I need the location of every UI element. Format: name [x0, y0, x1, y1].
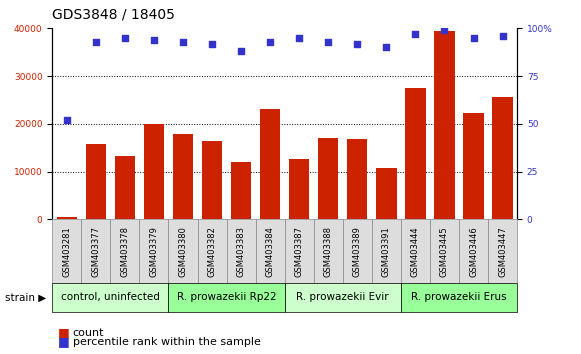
Text: GSM403377: GSM403377	[91, 226, 101, 277]
Text: GSM403378: GSM403378	[120, 226, 130, 277]
Bar	[202, 141, 223, 219]
Text: GSM403387: GSM403387	[295, 226, 304, 277]
Point	[207, 41, 217, 46]
Point	[149, 37, 159, 42]
Text: percentile rank within the sample: percentile rank within the sample	[73, 337, 260, 347]
Bar	[347, 139, 368, 219]
Text: GSM403383: GSM403383	[236, 226, 246, 277]
Text: GSM403380: GSM403380	[178, 226, 188, 277]
Point	[440, 27, 449, 33]
Point	[469, 35, 478, 41]
Point	[411, 31, 420, 37]
Text: ■: ■	[58, 335, 70, 348]
Point	[62, 117, 71, 123]
Bar	[435, 31, 454, 219]
Text: R. prowazekii Rp22: R. prowazekii Rp22	[177, 292, 277, 302]
Point	[266, 39, 275, 45]
Bar	[493, 97, 513, 219]
Text: GSM403389: GSM403389	[353, 226, 362, 277]
Bar	[231, 162, 252, 219]
Text: R. prowazekii Evir: R. prowazekii Evir	[296, 292, 389, 302]
Bar	[289, 159, 309, 219]
Text: count: count	[73, 328, 104, 338]
Text: ■: ■	[58, 326, 70, 339]
Point	[236, 48, 246, 54]
Bar	[144, 124, 164, 219]
Point	[91, 39, 101, 45]
Text: GSM403379: GSM403379	[149, 226, 159, 277]
Text: GSM403445: GSM403445	[440, 226, 449, 277]
Bar	[115, 156, 135, 219]
Point	[353, 41, 362, 46]
Text: GSM403447: GSM403447	[498, 226, 507, 277]
Bar	[464, 113, 483, 219]
Text: R. prowazekii Erus: R. prowazekii Erus	[411, 292, 507, 302]
Bar	[260, 109, 280, 219]
Text: control, uninfected: control, uninfected	[61, 292, 160, 302]
Text: GSM403384: GSM403384	[266, 226, 275, 277]
Bar	[86, 144, 106, 219]
Text: GSM403281: GSM403281	[62, 226, 71, 277]
Bar	[376, 169, 396, 219]
Text: GDS3848 / 18405: GDS3848 / 18405	[52, 7, 175, 21]
Point	[295, 35, 304, 41]
Bar	[318, 138, 338, 219]
Point	[382, 45, 391, 50]
Bar	[406, 88, 425, 219]
Text: GSM403446: GSM403446	[469, 226, 478, 277]
Text: GSM403391: GSM403391	[382, 226, 391, 277]
Text: GSM403388: GSM403388	[324, 226, 333, 277]
Bar	[56, 217, 77, 219]
Point	[178, 39, 188, 45]
Bar	[173, 135, 193, 219]
Text: GSM403444: GSM403444	[411, 226, 420, 277]
Text: strain ▶: strain ▶	[5, 292, 46, 302]
Point	[324, 39, 333, 45]
Point	[120, 35, 130, 41]
Text: GSM403382: GSM403382	[207, 226, 217, 277]
Point	[498, 33, 507, 39]
